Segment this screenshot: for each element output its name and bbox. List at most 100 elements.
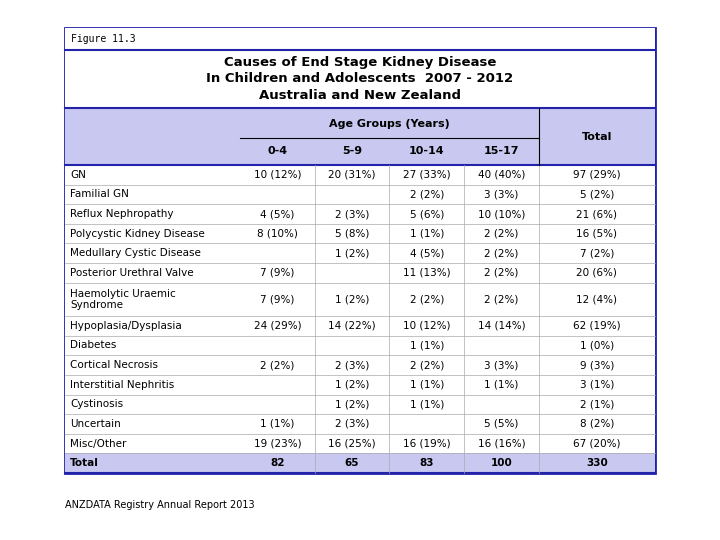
Text: 97 (29%): 97 (29%) [573,170,621,180]
Text: 3 (3%): 3 (3%) [485,360,518,370]
Text: 1 (0%): 1 (0%) [580,341,614,350]
Text: 1 (1%): 1 (1%) [410,341,444,350]
Bar [65,454,655,473]
Text: 1 (1%): 1 (1%) [260,419,294,429]
Text: Hypoplasia/Dysplasia: Hypoplasia/Dysplasia [70,321,181,331]
Bar [65,283,655,316]
Text: 1 (2%): 1 (2%) [335,294,369,305]
Bar [65,414,655,434]
Text: 330: 330 [586,458,608,468]
Text: 3 (3%): 3 (3%) [485,190,518,199]
Text: Haemolytic Uraemic
Syndrome: Haemolytic Uraemic Syndrome [70,288,176,310]
Text: In Children and Adolescents  2007 - 2012: In Children and Adolescents 2007 - 2012 [207,72,513,85]
Text: 20 (31%): 20 (31%) [328,170,376,180]
Text: 14 (22%): 14 (22%) [328,321,376,331]
Text: 0-4: 0-4 [267,146,287,156]
Text: 2 (3%): 2 (3%) [335,209,369,219]
Text: 10-14: 10-14 [409,146,444,156]
Bar [65,375,655,395]
Text: 4 (5%): 4 (5%) [410,248,444,258]
Bar [65,165,655,185]
Bar [65,224,655,244]
Text: 5 (5%): 5 (5%) [485,419,518,429]
Text: ANZDATA Registry Annual Report 2013: ANZDATA Registry Annual Report 2013 [65,500,255,510]
Text: GN: GN [70,170,86,180]
Text: 2 (1%): 2 (1%) [580,400,614,409]
Text: 16 (19%): 16 (19%) [403,438,451,449]
Text: 2 (2%): 2 (2%) [410,190,444,199]
Text: 15-17: 15-17 [484,146,519,156]
Text: 2 (2%): 2 (2%) [485,294,518,305]
Text: 1 (1%): 1 (1%) [485,380,518,390]
Text: Posterior Urethral Valve: Posterior Urethral Valve [70,268,194,278]
Text: 5 (2%): 5 (2%) [580,190,614,199]
Text: Reflux Nephropathy: Reflux Nephropathy [70,209,174,219]
Text: 7 (9%): 7 (9%) [260,294,294,305]
Text: 16 (25%): 16 (25%) [328,438,376,449]
Text: 20 (6%): 20 (6%) [577,268,617,278]
Text: 24 (29%): 24 (29%) [253,321,301,331]
Text: 10 (12%): 10 (12%) [253,170,301,180]
Text: 21 (6%): 21 (6%) [577,209,618,219]
Text: Cystinosis: Cystinosis [70,400,123,409]
Text: 2 (2%): 2 (2%) [485,228,518,239]
Text: 4 (5%): 4 (5%) [260,209,294,219]
Text: Total: Total [582,132,612,141]
Bar [65,336,655,355]
Text: 62 (19%): 62 (19%) [573,321,621,331]
Text: 2 (3%): 2 (3%) [335,360,369,370]
Text: Familial GN: Familial GN [70,190,129,199]
Text: 3 (1%): 3 (1%) [580,380,614,390]
Bar [65,28,655,473]
Text: 14 (14%): 14 (14%) [477,321,526,331]
Text: Diabetes: Diabetes [70,341,117,350]
Text: Medullary Cystic Disease: Medullary Cystic Disease [70,248,201,258]
Text: 1 (1%): 1 (1%) [410,228,444,239]
Text: 11 (13%): 11 (13%) [403,268,451,278]
Text: Age Groups (Years): Age Groups (Years) [329,119,450,129]
Bar [65,395,655,414]
Bar [65,263,655,283]
Text: 5 (8%): 5 (8%) [335,228,369,239]
Text: 1 (1%): 1 (1%) [410,380,444,390]
Text: 9 (3%): 9 (3%) [580,360,614,370]
Text: 12 (4%): 12 (4%) [577,294,618,305]
Text: 19 (23%): 19 (23%) [253,438,301,449]
Text: 1 (2%): 1 (2%) [335,380,369,390]
Text: Figure 11.3: Figure 11.3 [71,34,135,44]
Bar [65,355,655,375]
Text: Total: Total [70,458,99,468]
Text: 10 (10%): 10 (10%) [478,209,525,219]
Text: Interstitial Nephritis: Interstitial Nephritis [70,380,174,390]
Text: 7 (2%): 7 (2%) [580,248,614,258]
Text: 1 (2%): 1 (2%) [335,400,369,409]
Text: 40 (40%): 40 (40%) [478,170,525,180]
Text: 16 (16%): 16 (16%) [477,438,526,449]
Text: 2 (2%): 2 (2%) [260,360,294,370]
Text: 100: 100 [490,458,513,468]
Text: 67 (20%): 67 (20%) [573,438,621,449]
Text: Causes of End Stage Kidney Disease: Causes of End Stage Kidney Disease [224,56,496,69]
Text: Cortical Necrosis: Cortical Necrosis [70,360,158,370]
Text: Uncertain: Uncertain [70,419,121,429]
Text: 83: 83 [420,458,434,468]
Text: 2 (2%): 2 (2%) [410,294,444,305]
Text: 1 (2%): 1 (2%) [335,248,369,258]
Text: 7 (9%): 7 (9%) [260,268,294,278]
Bar [65,108,655,165]
Bar [65,244,655,263]
Text: 8 (2%): 8 (2%) [580,419,614,429]
Bar [65,204,655,224]
Text: Australia and New Zealand: Australia and New Zealand [259,89,461,102]
Text: 65: 65 [345,458,359,468]
Text: 2 (2%): 2 (2%) [485,248,518,258]
Text: 2 (3%): 2 (3%) [335,419,369,429]
Text: 2 (2%): 2 (2%) [410,360,444,370]
Text: Polycystic Kidney Disease: Polycystic Kidney Disease [70,228,204,239]
Text: 2 (2%): 2 (2%) [485,268,518,278]
Text: 82: 82 [270,458,284,468]
Bar [65,185,655,204]
Bar [65,316,655,336]
Bar [65,434,655,454]
Text: 16 (5%): 16 (5%) [577,228,618,239]
